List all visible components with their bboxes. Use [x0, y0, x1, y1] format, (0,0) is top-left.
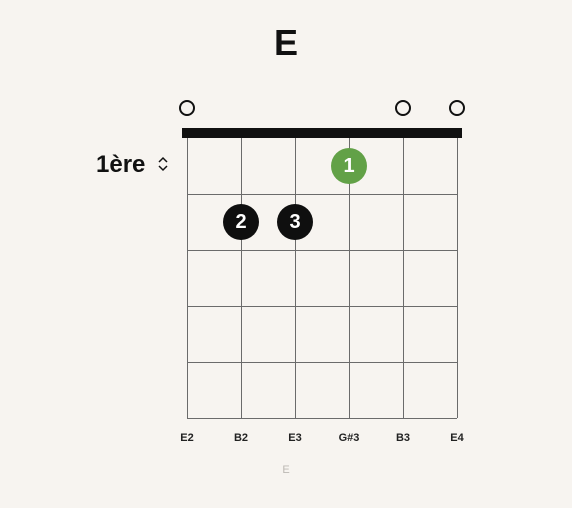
fret-line [187, 418, 457, 419]
fret-line [187, 306, 457, 307]
string-line [295, 138, 296, 418]
nut [182, 128, 462, 138]
string-note-label: B3 [396, 432, 410, 444]
open-string-marker [449, 100, 465, 116]
string-note-label: E4 [450, 432, 463, 444]
string-note-label: E2 [180, 432, 193, 444]
fret-position-label: 1ère [96, 151, 145, 179]
fret-line [187, 250, 457, 251]
string-line [187, 138, 188, 418]
chord-footer-label: E [0, 464, 572, 476]
string-line [457, 138, 458, 418]
chevron-down-icon[interactable] [158, 164, 168, 172]
string-line [403, 138, 404, 418]
fret-position-stepper[interactable] [158, 156, 168, 176]
finger-dot: 2 [223, 204, 259, 240]
string-line [241, 138, 242, 418]
chevron-up-icon[interactable] [158, 156, 168, 164]
open-string-marker [395, 100, 411, 116]
fret-line [187, 362, 457, 363]
finger-dot: 3 [277, 204, 313, 240]
string-note-label: G#3 [339, 432, 360, 444]
open-string-marker [179, 100, 195, 116]
string-note-label: E3 [288, 432, 301, 444]
fret-line [187, 194, 457, 195]
string-note-label: B2 [234, 432, 248, 444]
chord-title: E [0, 22, 572, 64]
finger-dot: 1 [331, 148, 367, 184]
